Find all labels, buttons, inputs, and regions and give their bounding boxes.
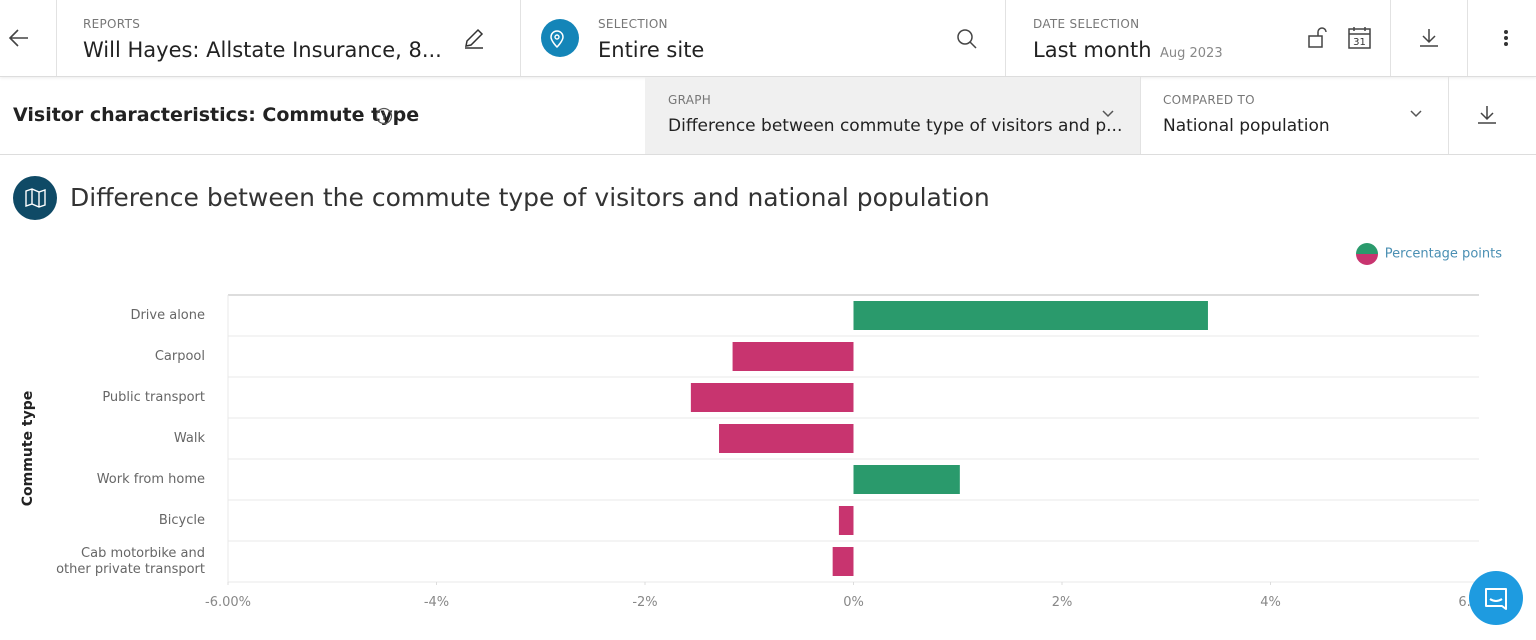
y-tick-label: Carpool <box>154 348 205 364</box>
back-icon <box>8 29 28 47</box>
location-icon <box>541 19 579 57</box>
info-icon[interactable] <box>375 107 393 125</box>
bar <box>719 424 854 453</box>
report-name: Will Hayes: Allstate Insurance, 8... <box>83 38 442 62</box>
chevron-icon <box>1410 110 1422 118</box>
y-tick-label: Bicycle <box>158 512 205 528</box>
calendar-day: 31 <box>1353 37 1366 48</box>
chat-button[interactable] <box>1469 571 1523 625</box>
x-tick-label: 4% <box>1260 595 1281 610</box>
download-icon <box>1478 106 1496 124</box>
legend-swatch-top <box>1356 243 1378 254</box>
lock-icon[interactable] <box>1306 26 1330 50</box>
x-tick-label: -4% <box>424 595 449 610</box>
date-cell[interactable]: DATE SELECTION Last month Aug 2023 31 <box>1006 0 1391 76</box>
chart-download-button[interactable] <box>1449 77 1536 154</box>
legend-swatch-bottom <box>1356 254 1378 265</box>
edit-icon[interactable] <box>462 26 486 50</box>
bar <box>853 465 960 494</box>
bar <box>853 301 1208 330</box>
bar <box>832 547 854 576</box>
toolbar-title: Visitor characteristics: Commute type <box>13 104 420 126</box>
more-button[interactable] <box>1468 0 1536 76</box>
reports-cell[interactable]: REPORTS Will Hayes: Allstate Insurance, … <box>57 0 521 76</box>
divider <box>0 154 1536 155</box>
selection-label: SELECTION <box>598 17 668 31</box>
y-tick-label: Walk <box>173 430 205 446</box>
date-detail: Aug 2023 <box>1160 46 1223 61</box>
chevron-icon <box>1102 110 1114 118</box>
x-tick-label: 0% <box>843 595 864 610</box>
compared-dropdown[interactable]: COMPARED TO National population <box>1141 77 1449 154</box>
x-tick-label: -2% <box>632 595 657 610</box>
more-icon <box>1504 30 1508 46</box>
y-tick-label: Drive alone <box>130 307 205 323</box>
legend-label: Percentage points <box>1385 247 1502 262</box>
map-icon <box>13 176 57 220</box>
selection-cell[interactable]: SELECTION Entire site <box>521 0 1006 76</box>
graph-label: GRAPH <box>668 93 712 107</box>
download-icon <box>1420 29 1438 47</box>
y-tick-label: Cab motorbike and other private transpor… <box>56 545 205 577</box>
top-bar: REPORTS Will Hayes: Allstate Insurance, … <box>0 0 1536 77</box>
back-button[interactable] <box>0 0 57 76</box>
search-icon[interactable] <box>955 27 979 51</box>
compared-value: National population <box>1163 116 1330 136</box>
y-tick-label: Work from home <box>96 471 205 487</box>
date-value: Last month <box>1033 38 1152 62</box>
bar <box>732 342 854 371</box>
compared-label: COMPARED TO <box>1163 93 1255 107</box>
graph-dropdown[interactable]: GRAPH Difference between commute type of… <box>645 77 1141 154</box>
reports-label: REPORTS <box>83 17 141 31</box>
chart-title: Difference between the commute type of v… <box>70 183 990 212</box>
graph-value: Difference between commute type of visit… <box>668 116 1123 136</box>
selection-value: Entire site <box>598 38 705 62</box>
x-tick-label: -6.00% <box>205 595 251 610</box>
y-axis-label: Commute type <box>20 391 36 506</box>
calendar-icon[interactable]: 31 <box>1347 25 1373 51</box>
date-label: DATE SELECTION <box>1033 17 1140 31</box>
download-button[interactable] <box>1391 0 1468 76</box>
y-tick-label: Public transport <box>102 389 205 405</box>
x-tick-label: 2% <box>1052 595 1073 610</box>
bar <box>838 506 854 535</box>
toolbar-title-cell: Visitor characteristics: Commute type <box>0 77 645 154</box>
bar <box>690 383 854 412</box>
